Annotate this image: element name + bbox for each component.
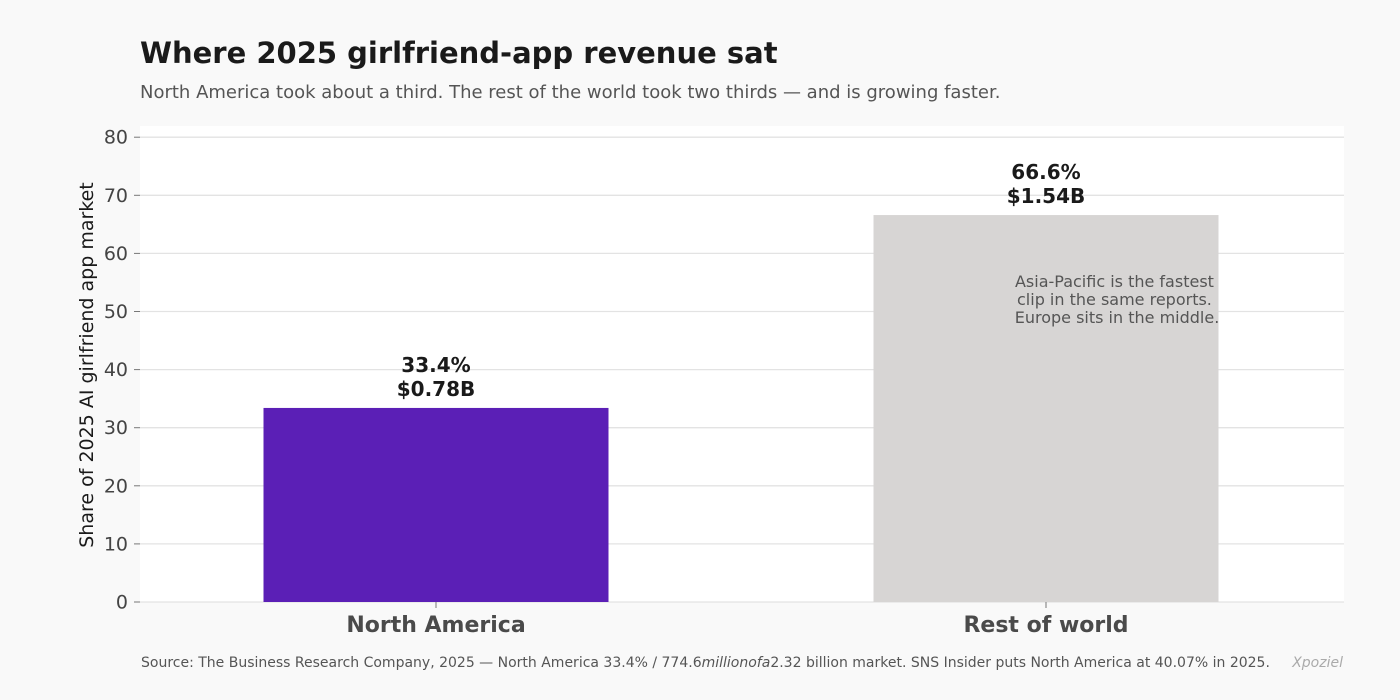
y-tick-label: 0	[116, 592, 128, 614]
y-tick-label: 30	[104, 417, 128, 439]
bar-amount-label: $0.78B	[397, 377, 476, 401]
chart-subtitle: North America took about a third. The re…	[140, 82, 1001, 103]
bar-percent-label: 33.4%	[401, 353, 470, 377]
y-tick-label: 10	[104, 533, 128, 555]
y-tick-label: 40	[104, 359, 128, 381]
bars	[263, 215, 1219, 602]
data-labels: 33.4%$0.78B 66.6%$1.54B	[397, 160, 1086, 401]
bar-amount-label: $1.54B	[1007, 184, 1086, 208]
source-text-c: 2.32 billion market. SNS Insider puts No…	[770, 655, 1270, 671]
source-note: Source: The Business Research Company, 2…	[141, 655, 1270, 671]
source-text-a: Source: The Business Research Company, 2…	[141, 655, 702, 671]
x-tick-label: Rest of world	[963, 613, 1128, 638]
y-tick-label: 70	[104, 185, 128, 207]
y-tick-label: 60	[104, 243, 128, 265]
source-text-b: millionofa	[701, 655, 771, 671]
bar-rest-of-world	[873, 215, 1219, 602]
chart-title: Where 2025 girlfriend-app revenue sat	[140, 36, 778, 70]
bar-north-america	[263, 407, 609, 602]
bar-percent-label: 66.6%	[1011, 160, 1080, 184]
x-tick-label: North America	[346, 613, 525, 638]
watermark: Xpoziel	[1292, 655, 1343, 671]
y-tick-label: 80	[104, 127, 128, 149]
annotation-line: Europe sits in the middle.	[1015, 308, 1220, 327]
y-axis-label: Share of 2025 AI girlfriend app market	[76, 182, 98, 548]
x-axis: North America Rest of world	[346, 602, 1129, 638]
y-tick-label: 20	[104, 475, 128, 497]
annotation-line: clip in the same reports.	[1017, 290, 1212, 309]
annotation-line: Asia-Pacific is the fastest	[1015, 272, 1214, 291]
annotation-text: Asia-Pacific is the fastest clip in the …	[1015, 272, 1220, 327]
y-tick-label: 50	[104, 301, 128, 323]
y-axis: 0 10 20 30 40 50 60 70 80	[104, 127, 140, 614]
